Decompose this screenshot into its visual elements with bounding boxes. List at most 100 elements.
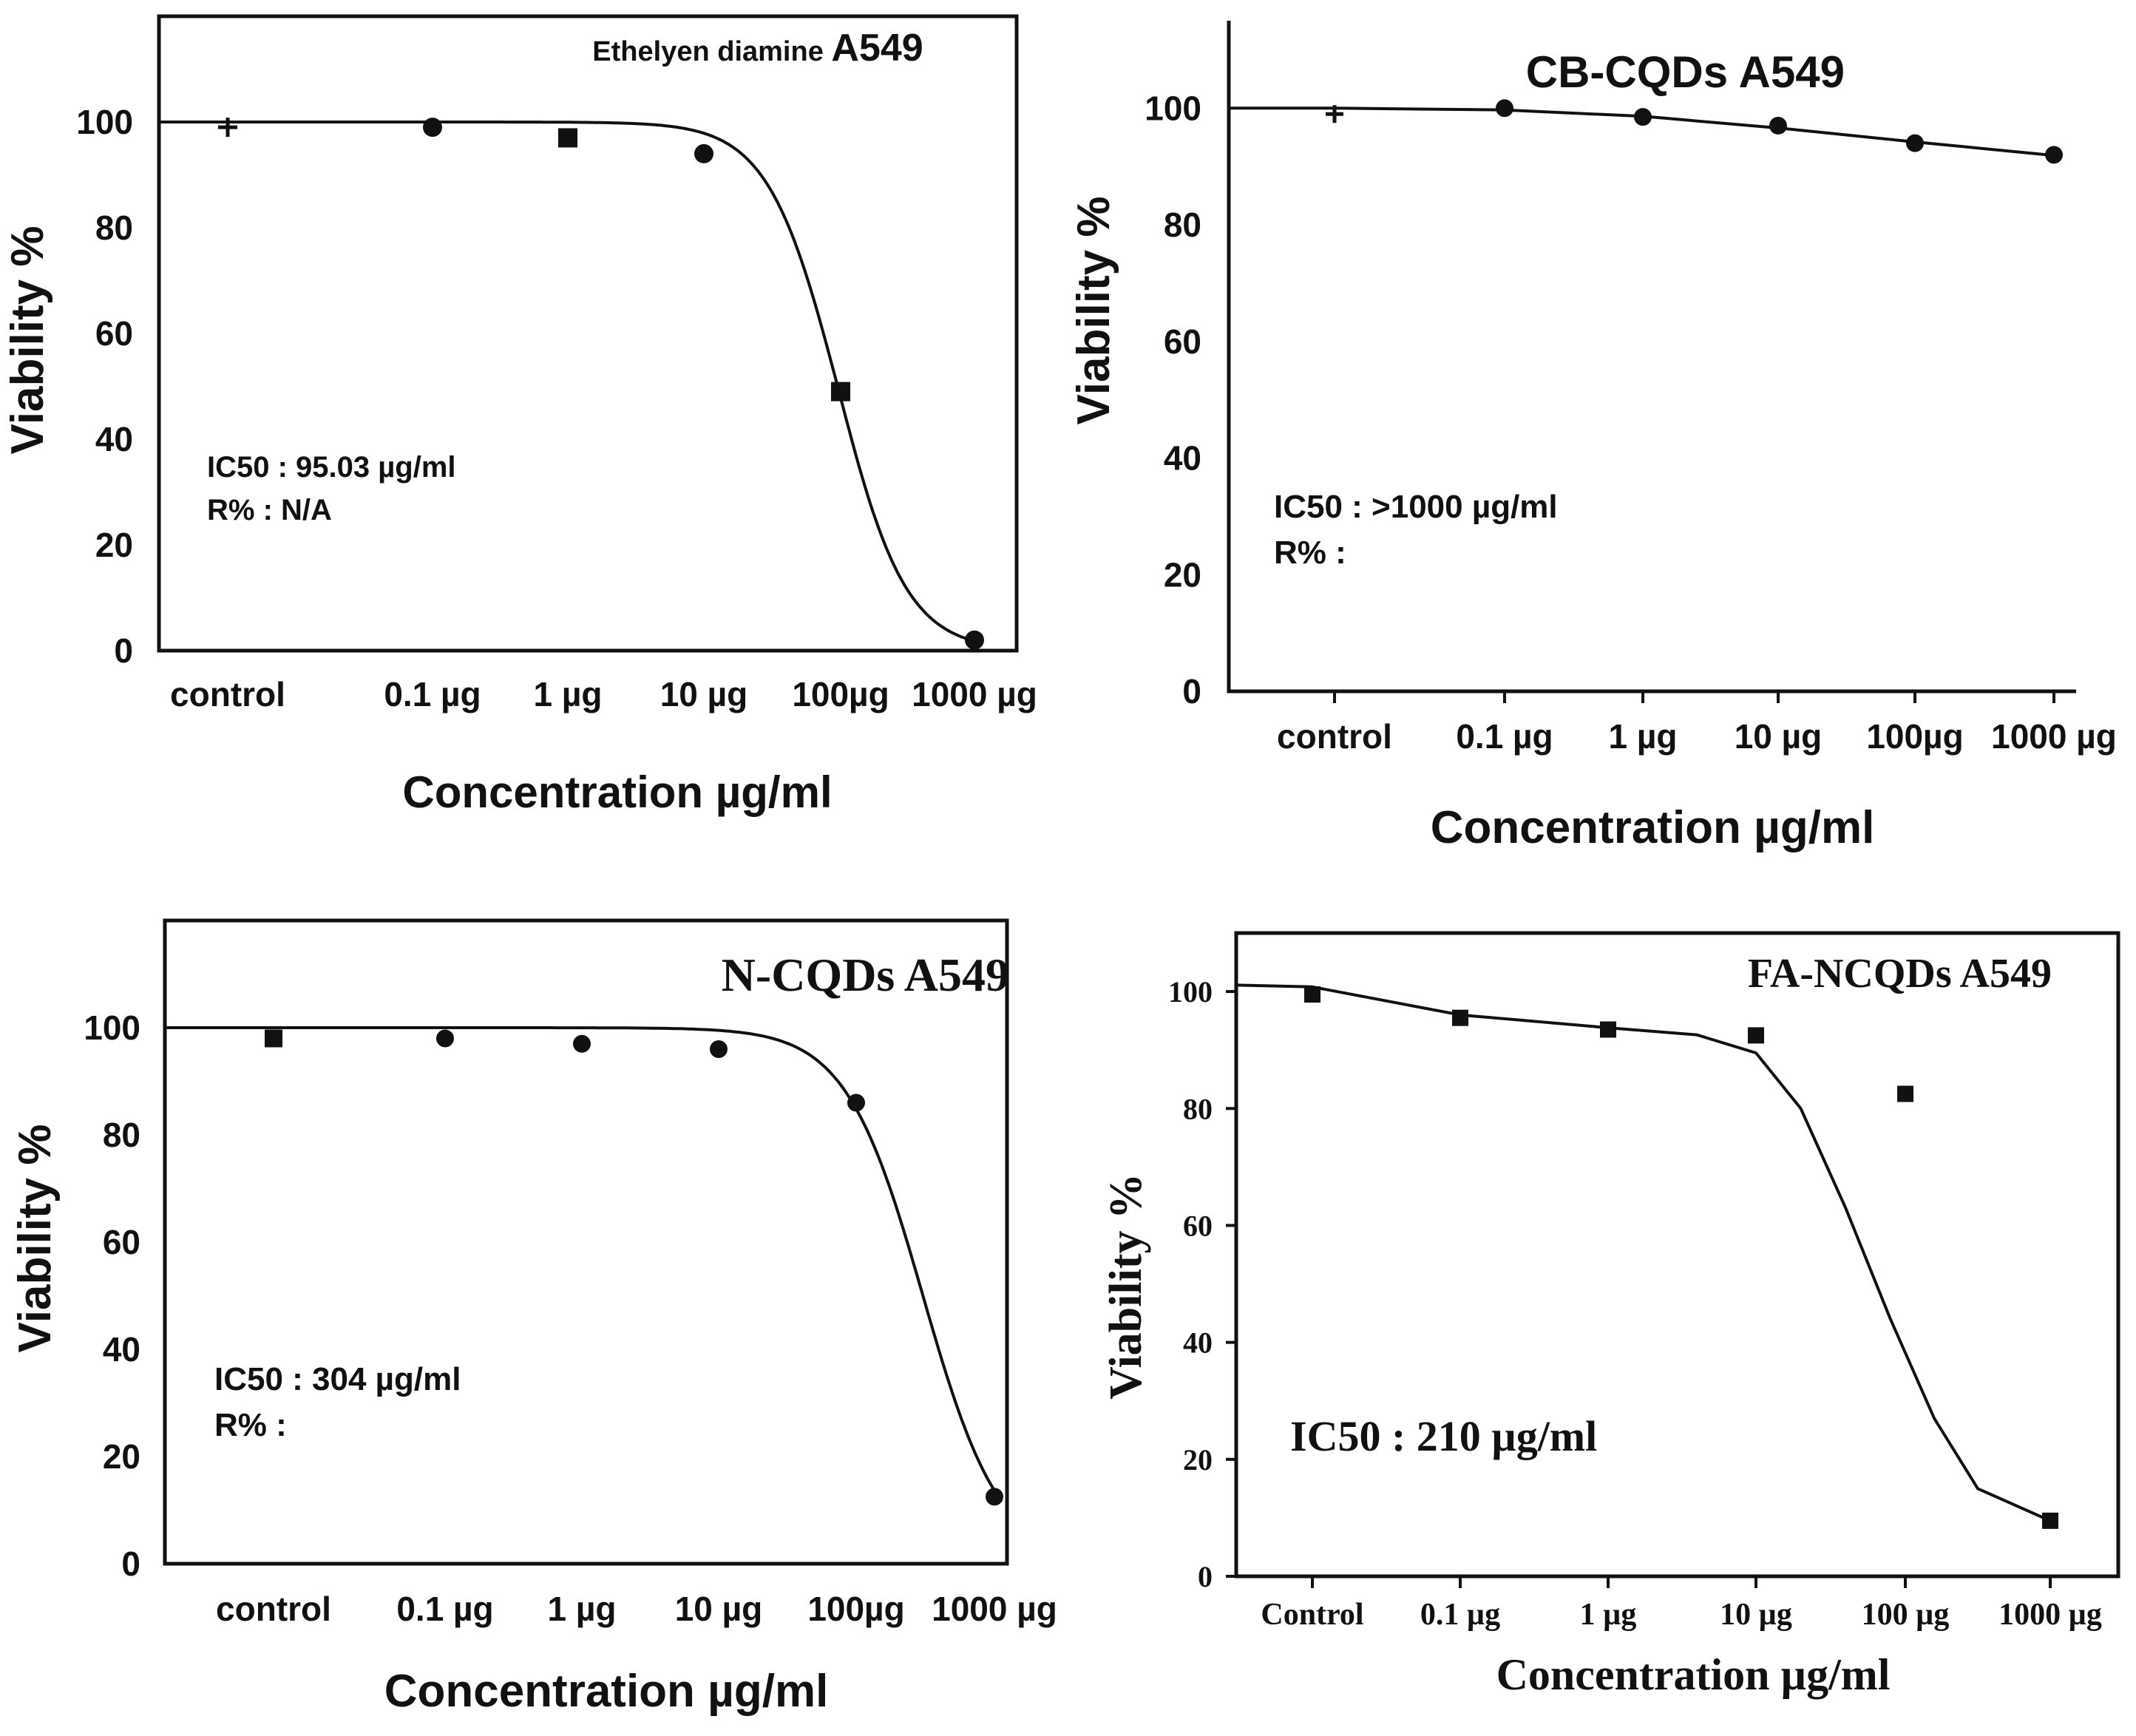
chart-title: FA-NCQDs A549	[1748, 951, 2052, 997]
y-tick-label: 40	[103, 1330, 140, 1369]
ic50-annotation: IC50 : 210 µg/ml	[1290, 1412, 1597, 1460]
chart-title: Ethelyen diamine A549	[592, 27, 923, 69]
ic50-annotation: IC50 : 304 µg/ml	[214, 1361, 461, 1397]
y-axis-label: Viability %	[1101, 1173, 1151, 1400]
x-tick-label: 0.1 µg	[1420, 1598, 1500, 1632]
plot-frame	[157, 14, 1019, 653]
ic50-annotation: IC50 : >1000 µg/ml	[1274, 489, 1558, 525]
y-tick-label: 40	[95, 420, 133, 458]
ic50-annotation: IC50 : 95.03 µg/ml	[207, 451, 456, 484]
y-tick-label: 0	[1182, 672, 1201, 711]
x-tick-label: 1000 µg	[932, 1590, 1057, 1628]
ic50-annotation: R% :	[1274, 535, 1346, 571]
x-axis-label: Concentration µg/ml	[384, 1666, 829, 1717]
data-point	[2045, 146, 2063, 164]
x-tick-label: 1000 µg	[1991, 717, 2117, 756]
x-tick-label: 1 µg	[534, 675, 603, 713]
x-tick-label: 1000 µg	[912, 675, 1037, 713]
plot-frame	[163, 918, 1009, 1566]
x-tick-label: 1 µg	[548, 1590, 617, 1628]
y-tick-label: 20	[1183, 1443, 1213, 1476]
data-point	[218, 118, 237, 138]
y-axis-label: Viability %	[1068, 197, 1119, 425]
data-point	[847, 1094, 865, 1112]
data-point	[1769, 116, 1787, 135]
y-tick-label: 100	[76, 103, 133, 141]
data-point	[423, 118, 442, 138]
fit-curve	[159, 121, 975, 643]
chart-panel-1: 0 20 40 60 80 100 control 0.1 µg 1 µg 10 µg 100µg 1…	[2, 14, 1037, 817]
data-point	[2042, 1512, 2058, 1529]
x-axis-label: Concentration µg/ml	[1431, 802, 1875, 853]
chart-panel-3: 0 20 40 60 80 100 control 0.1 µg 1 µg 10 µg 100µg 1…	[10, 918, 1057, 1717]
y-axis-label: Viability %	[10, 1125, 61, 1353]
x-tick-label: 1 µg	[1580, 1598, 1637, 1632]
data-point	[1897, 1085, 1913, 1102]
chart-title: CB-CQDs A549	[1526, 47, 1845, 97]
y-tick-label: 60	[1183, 1209, 1213, 1242]
data-point	[831, 382, 850, 401]
x-tick-label: 0.1 µg	[1456, 717, 1553, 756]
y-tick-label: 100	[1145, 89, 1201, 127]
x-tick-label: control	[216, 1590, 331, 1628]
x-tick-label: 100µg	[1866, 717, 1963, 756]
x-tick-label: 1 µg	[1609, 717, 1678, 756]
x-axis-label: Concentration µg/ml	[402, 767, 832, 817]
data-point	[1748, 1027, 1764, 1044]
y-tick-label: 0	[114, 631, 133, 670]
y-tick-label: 0	[121, 1545, 140, 1583]
y-tick-label: 100	[1168, 975, 1213, 1008]
data-point	[710, 1040, 728, 1058]
data-point	[573, 1034, 591, 1053]
ic50-annotation: R% :	[214, 1407, 287, 1443]
data-point	[558, 128, 577, 148]
x-tick-label: control	[1277, 717, 1392, 756]
data-point	[694, 143, 713, 163]
y-tick-label: 20	[1164, 555, 1201, 594]
x-tick-label: 100 µg	[1862, 1598, 1950, 1632]
y-tick-label: 60	[95, 314, 133, 353]
data-point	[436, 1029, 454, 1048]
chart-panel-2: 0 20 40 60 80 100 control 0.1 µg 1 µg 10 µg 100µg 1…	[1068, 21, 2117, 853]
ic50-annotation: R% : N/A	[207, 494, 332, 526]
y-tick-label: 60	[103, 1223, 140, 1261]
data-point	[1600, 1021, 1616, 1038]
y-tick-label: 80	[103, 1116, 140, 1154]
data-point	[986, 1488, 1003, 1506]
x-tick-label: 10 µg	[1720, 1598, 1792, 1632]
x-tick-label: 0.1 µg	[396, 1590, 493, 1628]
y-tick-label: 40	[1164, 439, 1201, 478]
x-tick-label: 10 µg	[1735, 717, 1823, 756]
data-point	[1634, 108, 1652, 126]
chart-title: N-CQDs A549	[722, 949, 1009, 1001]
data-point	[1906, 134, 1924, 152]
x-tick-label: Control	[1261, 1598, 1363, 1632]
data-point	[1496, 99, 1513, 118]
fit-curve	[1235, 983, 2051, 1522]
axis-lines	[1227, 21, 2076, 694]
fit-curve	[165, 1026, 996, 1492]
x-tick-label: 1000 µg	[1998, 1598, 2102, 1632]
x-axis-label: Concentration µg/ml	[1496, 1650, 1891, 1699]
x-tick-label: 0.1 µg	[384, 675, 481, 713]
y-tick-label: 20	[95, 526, 133, 564]
y-tick-label: 80	[1164, 206, 1201, 244]
y-tick-label: 40	[1183, 1326, 1213, 1360]
y-tick-label: 20	[103, 1437, 140, 1476]
data-point	[1326, 105, 1343, 123]
x-tick-label: 100µg	[807, 1590, 904, 1628]
chart-panel-4: 0 20 40 60 80 100 Control 0.1 µg 1 µg 10 µg 100 µg…	[1101, 931, 2120, 1699]
data-point	[965, 630, 984, 650]
y-tick-label: 60	[1164, 322, 1201, 361]
data-point	[1452, 1009, 1468, 1026]
x-tick-label: 10 µg	[660, 675, 748, 713]
x-tick-label: control	[170, 675, 285, 713]
data-point	[265, 1029, 282, 1048]
x-tick-label: 100µg	[792, 675, 889, 713]
y-tick-label: 80	[95, 208, 133, 247]
x-tick-label: 10 µg	[675, 1590, 763, 1628]
y-tick-label: 100	[84, 1008, 140, 1047]
plot-frame	[1234, 931, 2120, 1579]
y-tick-label: 0	[1198, 1560, 1213, 1593]
